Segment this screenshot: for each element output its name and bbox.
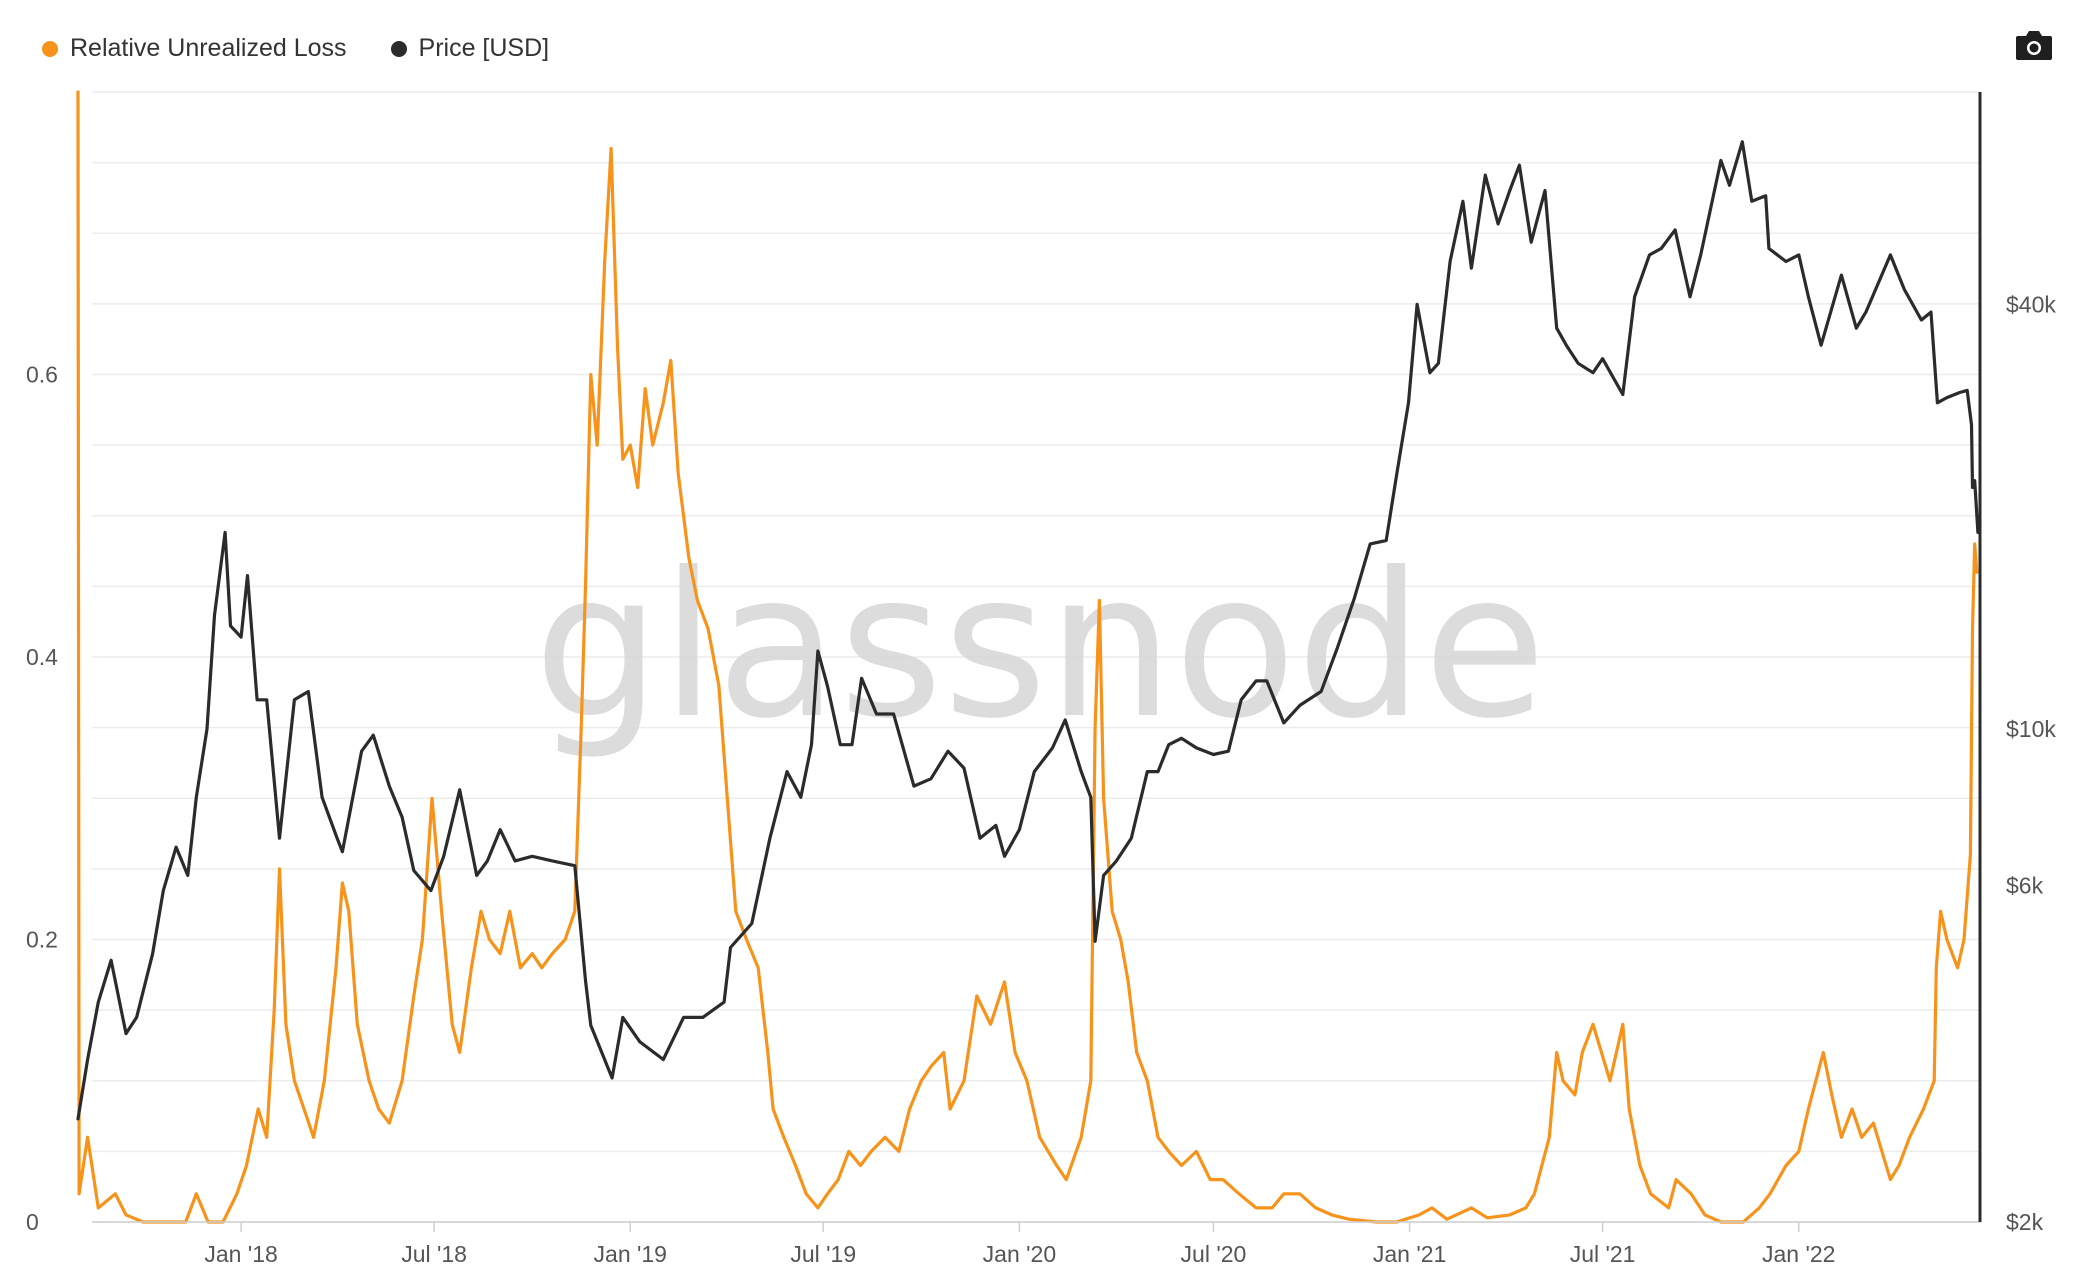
x-axis: Jan '18 Jul '18 Jan '19 Jul '19 Jan '20 Jul '… bbox=[204, 1222, 1835, 1267]
axes bbox=[92, 92, 1982, 1223]
camera-icon[interactable] bbox=[2014, 28, 2054, 62]
y-right-tick-label: $40k bbox=[2006, 291, 2056, 317]
legend-item-loss[interactable]: Relative Unrealized Loss bbox=[42, 34, 347, 63]
legend: Relative Unrealized Loss Price [USD] bbox=[42, 34, 549, 63]
x-tick-label: Jan '20 bbox=[983, 1241, 1056, 1267]
series-line bbox=[76, 90, 1979, 1224]
y-left-tick-label: 0.2 bbox=[26, 927, 58, 953]
legend-dot-loss bbox=[42, 40, 58, 57]
x-tick-label: Jul '19 bbox=[790, 1241, 856, 1267]
legend-label-loss: Relative Unrealized Loss bbox=[70, 34, 347, 62]
series-line bbox=[76, 140, 1980, 1121]
legend-label-price: Price [USD] bbox=[418, 34, 550, 62]
series-price bbox=[76, 140, 1980, 1121]
y-right-tick-label: $10k bbox=[2006, 716, 2056, 742]
x-tick-label: Jan '19 bbox=[594, 1241, 667, 1267]
y-right-tick-label: $6k bbox=[2006, 872, 2044, 898]
x-tick-label: Jan '18 bbox=[204, 1241, 277, 1267]
grid bbox=[92, 91, 1980, 1223]
y-left-tick-label: 0 bbox=[26, 1209, 39, 1235]
x-tick-label: Jul '20 bbox=[1181, 1241, 1247, 1267]
x-tick-label: Jul '18 bbox=[401, 1241, 467, 1267]
series-loss bbox=[76, 90, 1979, 1224]
x-tick-label: Jan '21 bbox=[1373, 1241, 1446, 1267]
x-tick-label: Jan '22 bbox=[1762, 1241, 1835, 1267]
y-left-tick-label: 0.6 bbox=[26, 362, 58, 388]
x-tick-label: Jul '21 bbox=[1570, 1241, 1636, 1267]
y-left-tick-label: 0.4 bbox=[26, 644, 58, 670]
watermark: glassnode bbox=[534, 530, 1547, 763]
y-right-tick-label: $2k bbox=[2006, 1209, 2044, 1235]
legend-dot-price bbox=[390, 40, 407, 57]
y-axis-left: 0 0.2 0.4 0.6 bbox=[26, 362, 58, 1236]
legend-item-price[interactable]: Price [USD] bbox=[390, 34, 550, 63]
y-axis-right: $2k $6k $10k $40k bbox=[2006, 291, 2056, 1235]
